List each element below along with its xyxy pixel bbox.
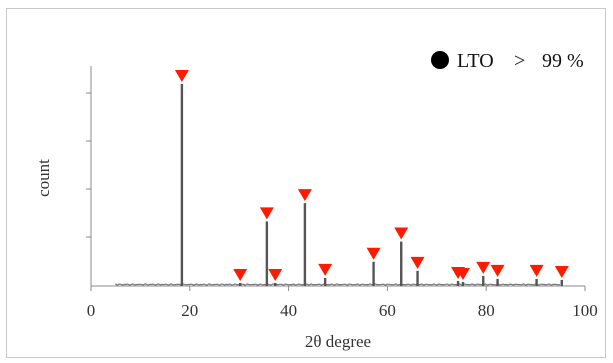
axes <box>86 66 585 287</box>
lto-peak-marker <box>268 268 283 281</box>
lto-peak-marker <box>366 247 381 260</box>
lto-peak-marker <box>394 227 409 240</box>
lto-peak-marker <box>318 263 333 276</box>
legend: LTO > 99 % <box>431 50 584 72</box>
lto-peak-marker <box>410 256 425 269</box>
peak-markers <box>174 70 569 281</box>
lto-peak-marker <box>455 267 470 280</box>
diffraction-baseline <box>115 283 561 286</box>
x-tick-label: 60 <box>379 301 396 320</box>
chart-frame <box>6 8 606 358</box>
x-tick-label: 40 <box>280 301 297 320</box>
x-tick-label: 100 <box>572 301 598 320</box>
lto-peak-marker <box>554 265 569 278</box>
legend-label: LTO <box>457 50 494 72</box>
lto-peak-marker <box>476 261 491 274</box>
legend-value: 99 % <box>542 50 584 72</box>
x-tick-label: 80 <box>478 301 495 320</box>
lto-peak-marker <box>233 268 248 281</box>
lto-peak-marker <box>490 264 505 277</box>
legend-marker <box>431 51 449 69</box>
lto-peak-marker <box>259 207 274 220</box>
legend-operator: > <box>514 50 525 72</box>
y-axis-title: count <box>34 159 53 197</box>
lto-peak-marker <box>529 264 544 277</box>
x-tick-label: 0 <box>87 301 96 320</box>
x-axis-title: 2θ degree <box>305 332 371 351</box>
lto-peak-marker <box>297 189 312 202</box>
lto-peak-marker <box>174 70 189 82</box>
x-tick-label: 20 <box>181 301 198 320</box>
plot-area <box>115 84 563 286</box>
x-ticks: 0 20 40 60 80 100 <box>87 286 598 320</box>
